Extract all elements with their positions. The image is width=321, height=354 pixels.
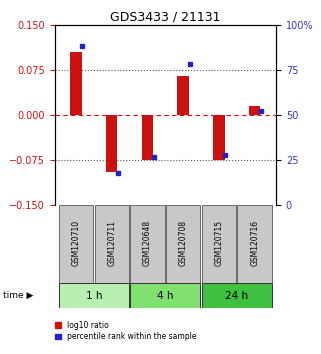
Bar [202,283,272,308]
Bar [249,106,260,115]
Bar [95,205,129,283]
Text: GSM120711: GSM120711 [107,220,116,266]
Text: GSM120710: GSM120710 [72,219,81,266]
Bar [59,283,129,308]
Text: 1 h: 1 h [86,291,102,301]
Text: 24 h: 24 h [225,291,248,301]
Bar [178,76,189,115]
Text: GSM120648: GSM120648 [143,219,152,266]
Bar [130,205,165,283]
Text: time ▶: time ▶ [3,291,34,300]
Text: GSM120708: GSM120708 [179,219,188,266]
Title: GDS3433 / 21131: GDS3433 / 21131 [110,11,221,24]
Bar [213,115,225,160]
Text: 4 h: 4 h [157,291,174,301]
Bar [59,205,93,283]
Bar [106,115,117,172]
Bar [70,52,82,115]
Bar [238,205,272,283]
Bar [130,283,200,308]
Legend: log10 ratio, percentile rank within the sample: log10 ratio, percentile rank within the … [55,321,197,341]
Text: GSM120715: GSM120715 [214,219,223,266]
Text: GSM120716: GSM120716 [250,219,259,266]
Bar [166,205,200,283]
Bar [202,205,236,283]
Bar [142,115,153,160]
